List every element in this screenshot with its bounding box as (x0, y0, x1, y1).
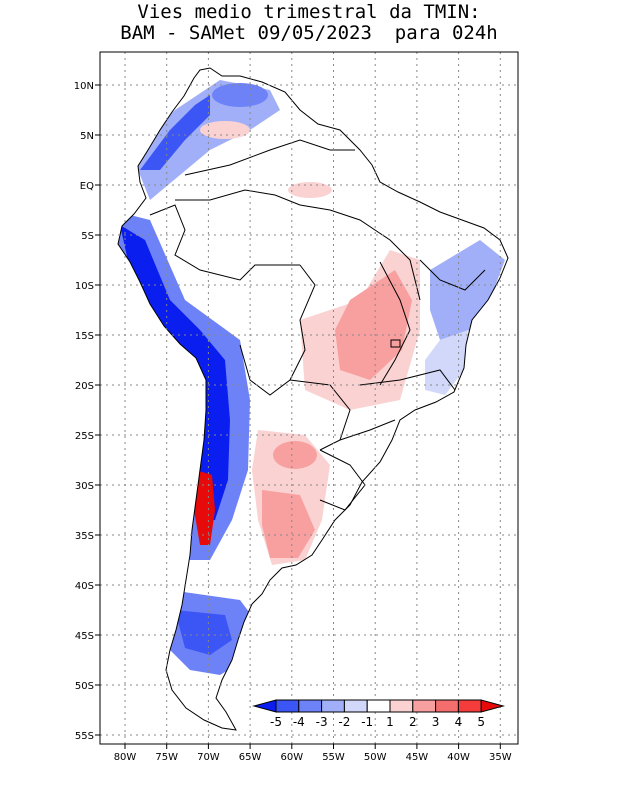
colorbar-label-5: 1 (386, 715, 394, 729)
lon-label-3: 65W (239, 752, 262, 763)
lat-label-8: 30S (75, 481, 94, 492)
border-colombia (175, 189, 331, 211)
colorbar-box-3 (321, 699, 345, 713)
colorbar-label-9: 5 (477, 715, 485, 729)
bias-patch-northeast (430, 240, 505, 340)
colorbar-box-8 (435, 699, 459, 713)
colorbar-box-7 (412, 699, 437, 713)
border-federal-district (390, 339, 401, 348)
colorbar-label-2: -3 (316, 715, 328, 729)
lat-label-9: 35S (75, 531, 94, 542)
colorbar-arrow-right (480, 699, 506, 713)
lat-label-2: EQ (80, 181, 94, 192)
colorbar-box-5 (366, 699, 391, 713)
border-north (184, 139, 355, 176)
bias-patch-colombia (200, 121, 250, 139)
lat-label-4: 10S (75, 281, 94, 292)
border-brazil-states-5 (339, 419, 396, 441)
colorbar-label-4: -1 (361, 715, 373, 729)
lon-label-0: 80W (114, 752, 137, 763)
map-title: Vies medio trimestral da TMIN: BAM - SAM… (0, 2, 618, 44)
bias-patch-patagonia-strong (175, 610, 232, 655)
colorbar: -5 -4 -3 -2 -1 1 2 3 4 5 (252, 699, 506, 729)
border-brazil-states-4 (359, 369, 456, 391)
gridlines (100, 52, 518, 744)
lat-label-7: 25S (75, 431, 94, 442)
lon-label-4: 60W (280, 752, 303, 763)
colorbar-label-1: -4 (293, 715, 305, 729)
bias-patch-chile-positive (194, 470, 215, 545)
border-brazil-states-2 (379, 261, 411, 386)
lat-label-3: 5S (81, 231, 94, 242)
map-frame (99, 51, 519, 745)
longitude-axis: 80W 75W 70W 65W 60W 55W 50W 45W 40W 35W (114, 744, 512, 763)
border-brazil-states-3 (419, 259, 486, 291)
lon-label-5: 55W (322, 752, 345, 763)
colorbar-box-6 (389, 699, 414, 713)
lon-label-6: 50W (364, 752, 387, 763)
border-bolivia (239, 264, 316, 396)
latitude-axis: 10N 5N EQ 5S 10S 15S 20S 25S 30S 35S 40S 45S 50S 55S (74, 81, 100, 742)
lat-label-11: 45S (75, 631, 94, 642)
bias-patch-venezuela (212, 83, 268, 107)
bias-patch-argentina (262, 490, 315, 558)
colorbar-label-0: -5 (270, 715, 282, 729)
lon-label-9: 35W (489, 752, 512, 763)
lat-label-5: 15S (75, 331, 94, 342)
country-borders (117, 67, 509, 731)
lon-label-7: 45W (406, 752, 429, 763)
colorbar-box-2 (298, 699, 323, 713)
colorbar-box-4 (343, 699, 368, 713)
bias-patch-chaco (273, 441, 317, 469)
colorbar-label-7: 3 (432, 715, 440, 729)
lon-label-8: 40W (447, 752, 470, 763)
title-line-2: BAM - SAMet 09/05/2023 para 024h (120, 22, 498, 44)
lon-label-2: 70W (197, 752, 220, 763)
colorbar-box-1 (275, 699, 300, 713)
lat-label-1: 5N (80, 131, 94, 142)
lat-label-10: 40S (75, 581, 94, 592)
lon-label-1: 75W (155, 752, 178, 763)
bias-patch-brazil (335, 270, 412, 380)
colorbar-label-6: 2 (409, 715, 417, 729)
colorbar-label-8: 4 (455, 715, 463, 729)
colorbar-label-3: -2 (338, 715, 350, 729)
bias-patch-east-light (425, 330, 468, 395)
lat-label-12: 50S (75, 681, 94, 692)
border-brazil-states-1 (329, 209, 421, 301)
bias-patch-north-light (130, 80, 280, 200)
title-line-1: Vies medio trimestral da TMIN: (137, 1, 481, 23)
lat-label-13: 55S (75, 731, 94, 742)
colorbar-box-9 (457, 699, 482, 713)
lat-label-0: 10N (74, 81, 94, 92)
bias-patch-north-strong (140, 95, 210, 170)
bias-patch-amazon (288, 182, 332, 198)
lat-label-6: 20S (75, 381, 94, 392)
border-peru (149, 204, 300, 281)
